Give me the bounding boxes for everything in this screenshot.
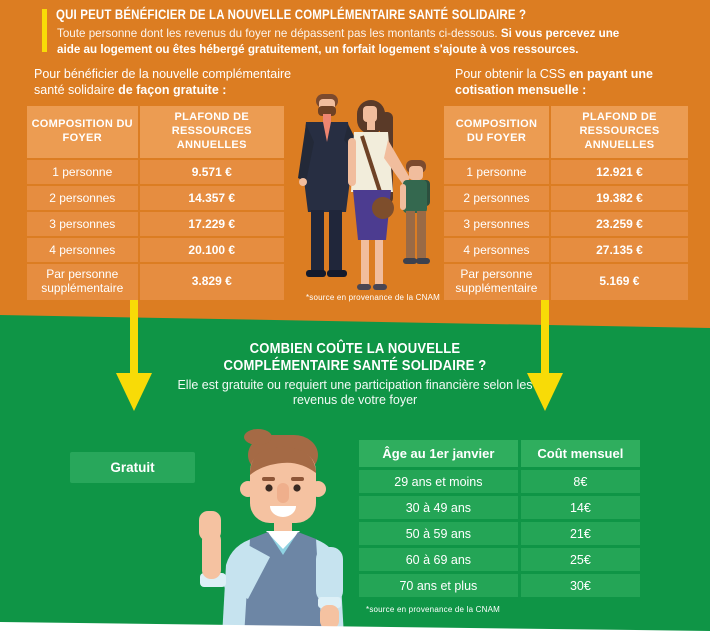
- table-cell: Par personne supplémentaire: [27, 264, 138, 300]
- free-resources-table: COMPOSITION DU FOYER PLAFOND DE RESSOURC…: [27, 106, 284, 300]
- free-table-intro-normal: Pour bénéficier de la nouvelle complémen…: [34, 67, 292, 98]
- cost-title-line1: COMBIEN COÛTE LA NOUVELLE: [249, 341, 461, 357]
- column-header: PLAFOND DE RESSOURCES ANNUELLES: [139, 106, 284, 158]
- arrow-head: [116, 373, 152, 411]
- table-cell: 1 personne: [27, 160, 138, 184]
- page-subtitle-normal: Toute personne dont les revenus du foyer…: [57, 26, 501, 40]
- paid-table-intro-bold: en payant une cotisation mensuelle :: [455, 67, 653, 98]
- paid-table-intro-normal: Pour obtenir la CSS: [455, 67, 569, 81]
- paid-table-intro: Pour obtenir la CSS en payant une cotisa…: [455, 66, 700, 99]
- yellow-accent-bar: [42, 9, 47, 52]
- column-header: Coût mensuel: [520, 440, 640, 467]
- table-cell: Par personne supplémentaire: [444, 264, 549, 300]
- column-header: Âge au 1er janvier: [359, 440, 518, 467]
- cost-title-line2: COMPLÉMENTAIRE SANTÉ SOLIDAIRE ?: [223, 358, 487, 375]
- table-cell: 70 ans et plus: [359, 574, 518, 597]
- page-title: QUI PEUT BÉNÉFICIER DE LA NOUVELLE COMPL…: [56, 6, 527, 22]
- column-header: COMPOSITION DU FOYER: [444, 106, 549, 158]
- arrow-shaft: [541, 300, 549, 374]
- table-cell: 3 personnes: [444, 212, 549, 236]
- table-value: 3.829 €: [139, 264, 284, 300]
- free-badge: Gratuit: [70, 452, 195, 483]
- free-table-intro: Pour bénéficier de la nouvelle complémen…: [34, 66, 302, 99]
- down-arrow-left: [116, 300, 152, 412]
- table-cell: 30 à 49 ans: [359, 496, 518, 519]
- table-cell: 60 à 69 ans: [359, 548, 518, 571]
- table-value: 23.259 €: [550, 212, 688, 236]
- table-value: 21€: [520, 522, 640, 545]
- down-arrow-right: [527, 300, 563, 412]
- family-illustration: [298, 94, 430, 290]
- column-header: COMPOSITION DU FOYER: [27, 106, 138, 158]
- cost-subtitle-line2: revenus de votre foyer: [292, 393, 418, 407]
- table-cell: 29 ans et moins: [359, 470, 518, 493]
- table-value: 8€: [520, 470, 640, 493]
- table-cell: 4 personnes: [27, 238, 138, 262]
- table-cell: 2 personnes: [27, 186, 138, 210]
- free-table-intro-bold: de façon gratuite :: [118, 83, 227, 98]
- page-subtitle-bold: Si vous percevez une aide au logement ou…: [57, 26, 620, 56]
- table-cell: 50 à 59 ans: [359, 522, 518, 545]
- table-value: 25€: [520, 548, 640, 571]
- cost-table: Âge au 1er janvier Coût mensuel 29 ans e…: [359, 440, 640, 597]
- arrow-shaft: [130, 300, 138, 374]
- cost-subtitle-line1: Elle est gratuite ou requiert une partic…: [177, 378, 533, 392]
- arrow-head: [527, 373, 563, 411]
- table-value: 17.229 €: [139, 212, 284, 236]
- table-value: 14.357 €: [139, 186, 284, 210]
- table-cell: 1 personne: [444, 160, 549, 184]
- table-value: 5.169 €: [550, 264, 688, 300]
- table-value: 14€: [520, 496, 640, 519]
- column-header: PLAFOND DE RESSOURCES ANNUELLES: [550, 106, 688, 158]
- table-value: 19.382 €: [550, 186, 688, 210]
- man-illustration: [199, 429, 344, 637]
- page-subtitle: Toute personne dont les revenus du foyer…: [57, 26, 639, 58]
- table-value: 12.921 €: [550, 160, 688, 184]
- table-cell: 3 personnes: [27, 212, 138, 236]
- source-note-bottom: *source en provenance de la CNAM: [366, 605, 501, 614]
- cost-section-title: COMBIEN COÛTE LA NOUVELLE COMPLÉMENTAIRE…: [130, 341, 580, 375]
- table-cell: 4 personnes: [444, 238, 549, 262]
- table-value: 27.135 €: [550, 238, 688, 262]
- source-note-top: *source en provenance de la CNAM: [305, 293, 441, 302]
- table-cell: 2 personnes: [444, 186, 549, 210]
- paid-resources-table: COMPOSITION DU FOYER PLAFOND DE RESSOURC…: [444, 106, 688, 300]
- cost-section-subtitle: Elle est gratuite ou requiert une partic…: [155, 378, 555, 408]
- table-value: 9.571 €: [139, 160, 284, 184]
- table-value: 20.100 €: [139, 238, 284, 262]
- table-value: 30€: [520, 574, 640, 597]
